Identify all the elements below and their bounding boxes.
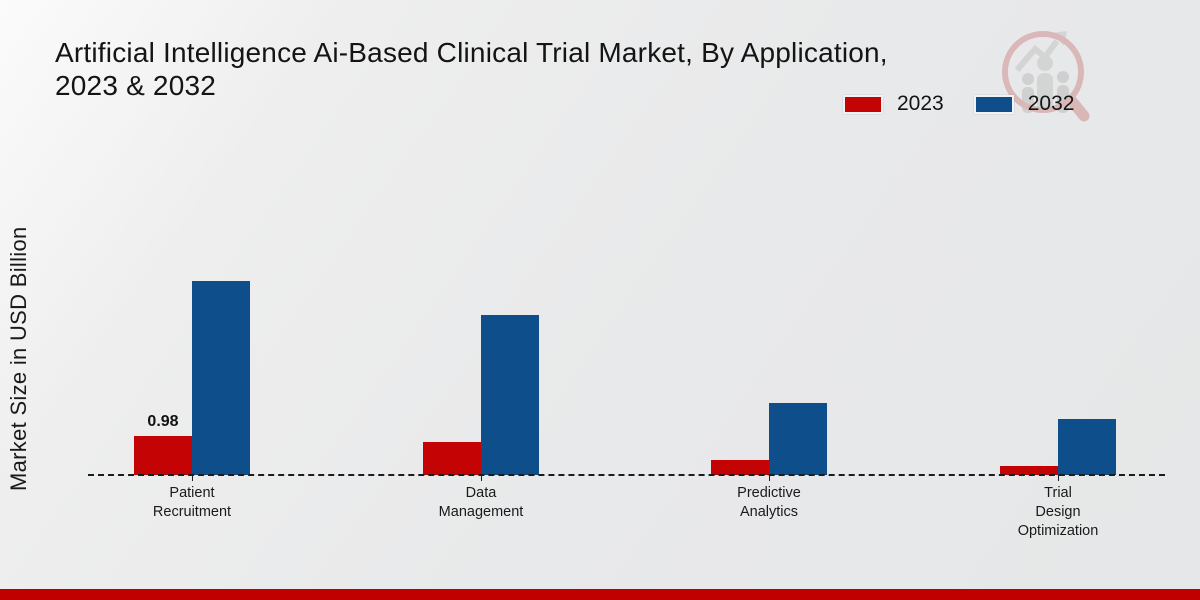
chart-title-line2: 2023 & 2032 bbox=[55, 70, 217, 101]
legend-item-2032: 2032 bbox=[973, 92, 1075, 116]
category-label-patient-recruitment: Patient Recruitment bbox=[152, 485, 232, 520]
x-axis-tick bbox=[192, 475, 193, 481]
bar-2023-trial-design-optimization bbox=[1000, 466, 1058, 475]
bar-2023-patient-recruitment bbox=[134, 436, 192, 475]
legend-swatch-2023 bbox=[843, 94, 883, 114]
bar-2032-patient-recruitment bbox=[192, 281, 250, 475]
bar-2023-data-management bbox=[423, 442, 481, 475]
x-axis-baseline bbox=[88, 474, 1165, 476]
category-label-data-management: Data Management bbox=[438, 485, 524, 520]
x-axis-tick bbox=[769, 475, 770, 481]
chart-title: Artificial Intelligence Ai-Based Clinica… bbox=[55, 36, 888, 102]
footer-accent-bar bbox=[0, 589, 1200, 600]
bar-value-label-2023-patient-recruitment: 0.98 bbox=[147, 413, 179, 430]
bar-2032-data-management bbox=[481, 315, 539, 475]
bar-2032-predictive-analytics bbox=[769, 403, 827, 475]
bar-2032-trial-design-optimization bbox=[1058, 419, 1116, 475]
legend-label-2032: 2032 bbox=[1027, 92, 1075, 115]
magnifier-growth-chart-icon bbox=[1002, 31, 1090, 122]
category-label-trial-design-optimization: Trial Design Optimization bbox=[1017, 485, 1099, 539]
category-label-predictive-analytics: Predictive Analytics bbox=[737, 485, 801, 520]
legend: 2023 2032 bbox=[843, 92, 1074, 116]
x-axis-tick bbox=[1058, 475, 1059, 481]
legend-item-2023: 2023 bbox=[843, 92, 944, 116]
chart-title-line1: Artificial Intelligence Ai-Based Clinica… bbox=[55, 37, 888, 68]
x-axis-tick bbox=[481, 475, 482, 481]
bar-2023-predictive-analytics bbox=[711, 460, 769, 475]
legend-swatch-2032 bbox=[973, 94, 1014, 114]
legend-label-2023: 2023 bbox=[897, 92, 944, 115]
